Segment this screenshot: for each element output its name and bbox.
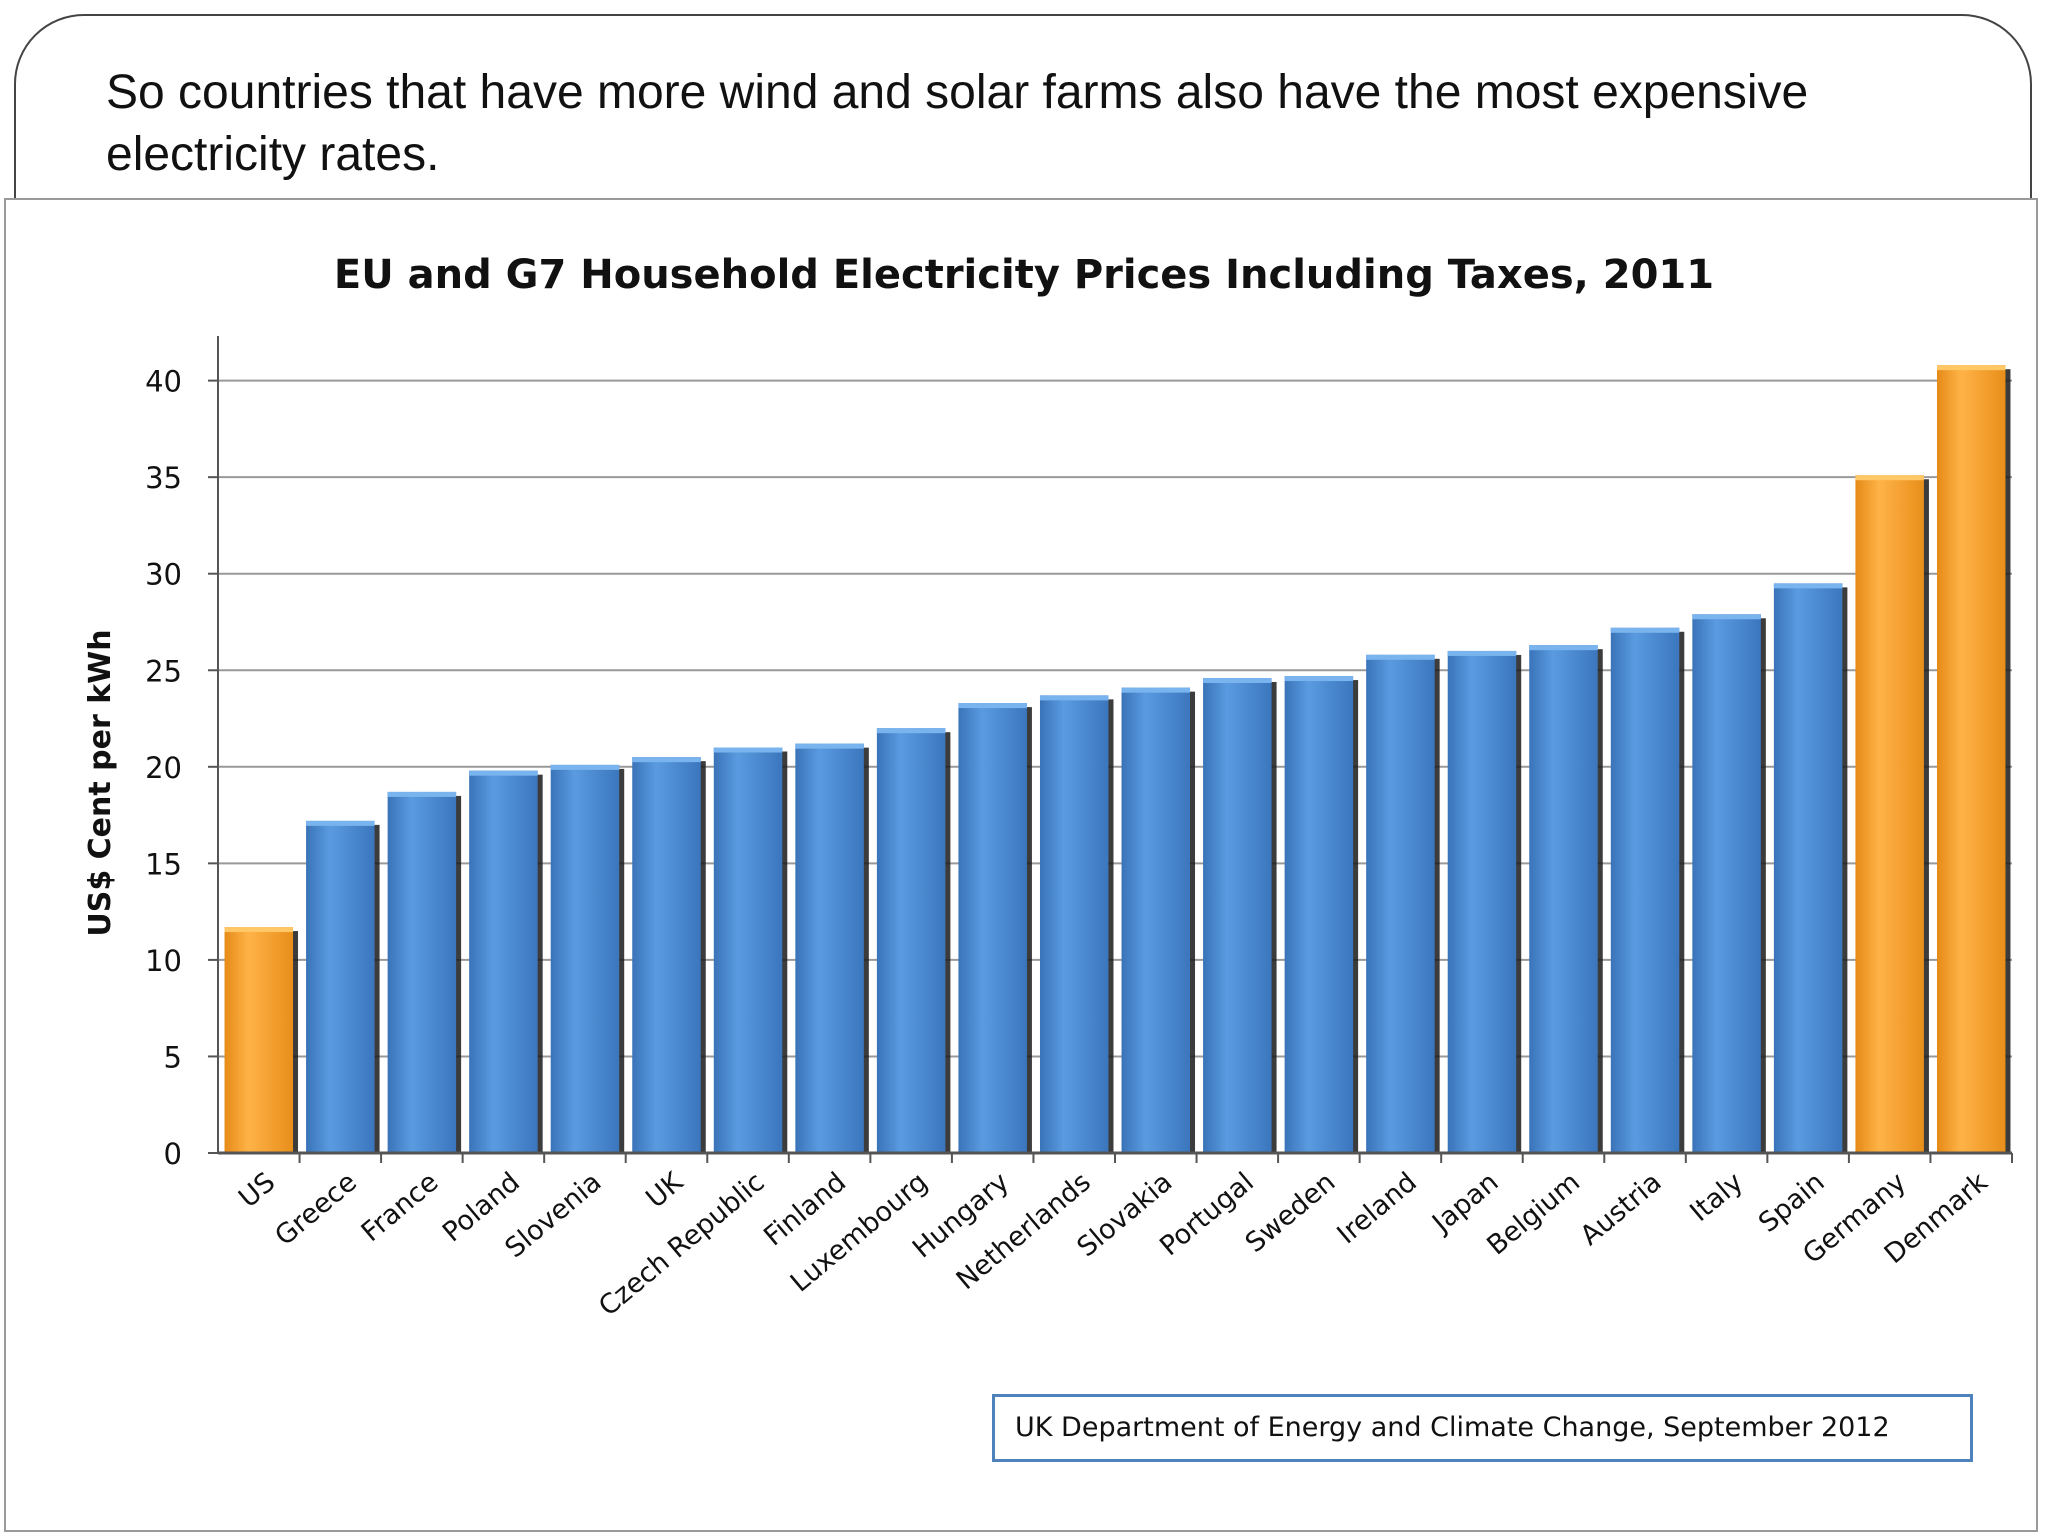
bar-cap: [1366, 654, 1435, 660]
bar-cap: [1529, 645, 1598, 651]
chart-title: EU and G7 Household Electricity Prices I…: [333, 252, 1715, 298]
bar-cap: [550, 764, 620, 770]
bar-denmark: [1936, 365, 2006, 1154]
x-tick-label: Greece: [269, 1167, 363, 1253]
bar-portugal: [1203, 677, 1272, 1153]
bar-cap: [958, 703, 1027, 709]
x-tick-label: Sweden: [1240, 1167, 1342, 1259]
source-note: UK Department of Energy and Climate Chan…: [992, 1394, 1973, 1462]
bar-us: [224, 927, 294, 1153]
bar-uk: [632, 757, 701, 1153]
bar-netherlands: [1039, 695, 1109, 1153]
bar-cap: [876, 728, 946, 734]
bar-cap: [1773, 583, 1843, 589]
y-tick-label: 0: [164, 1137, 182, 1171]
bar-cap: [1936, 365, 2006, 371]
bar-japan: [1447, 650, 1517, 1153]
bar-cap: [387, 791, 457, 797]
bar-cap: [1284, 676, 1354, 682]
y-tick-label: 15: [145, 847, 182, 881]
bar-cap: [1855, 475, 1924, 481]
bar-cap: [1203, 677, 1272, 683]
x-tick-label: Italy: [1684, 1167, 1749, 1228]
bar-cap: [632, 757, 701, 763]
bar-germany: [1855, 475, 1924, 1153]
bar-cap: [1039, 695, 1109, 701]
bar-cap: [1121, 687, 1191, 693]
bar-spain: [1773, 583, 1843, 1153]
bar-czech-republic: [713, 747, 783, 1153]
y-tick-labels: 0 5 10 15 20 25 30 35 40: [145, 365, 218, 1171]
slide-caption: So countries that have more wind and sol…: [106, 66, 1809, 181]
bar-cap: [795, 743, 864, 749]
bar-hungary: [958, 703, 1027, 1153]
bars: [224, 365, 2011, 1154]
y-tick-label: 20: [145, 751, 182, 785]
bar-luxembourg: [876, 728, 946, 1153]
bar-cap: [1447, 650, 1517, 656]
bar-cap: [306, 820, 375, 826]
bar-france: [387, 791, 457, 1153]
bar-cap: [1692, 614, 1761, 620]
y-tick-label: 30: [145, 558, 182, 592]
y-tick-label: 40: [145, 365, 182, 399]
bar-slovakia: [1121, 687, 1191, 1153]
y-axis-label: US$ Cent per kWh: [83, 629, 118, 936]
x-tick-label: UK: [640, 1166, 690, 1215]
x-tick-label: US: [233, 1167, 281, 1214]
x-tick-label: France: [356, 1167, 445, 1248]
y-tick-label: 25: [145, 654, 182, 688]
bar-poland: [469, 770, 538, 1153]
bar-slovenia: [550, 764, 620, 1153]
bar-cap: [224, 927, 294, 933]
bar-cap: [469, 770, 538, 776]
y-tick-label: 5: [164, 1040, 182, 1074]
bar-greece: [306, 820, 375, 1153]
bar-cap: [1610, 627, 1680, 633]
x-tick-label: Ireland: [1331, 1167, 1422, 1251]
x-tick-label: Belgium: [1481, 1167, 1586, 1262]
y-tick-label: 35: [145, 461, 182, 495]
bar-italy: [1692, 614, 1761, 1153]
bar-finland: [795, 743, 864, 1153]
bar-austria: [1610, 627, 1680, 1153]
x-tick-label: Austria: [1575, 1167, 1668, 1252]
bar-sweden: [1284, 676, 1354, 1153]
bar-cap: [713, 747, 783, 753]
bar-ireland: [1366, 654, 1435, 1153]
y-tick-label: 10: [145, 944, 182, 978]
bar-belgium: [1529, 645, 1598, 1153]
axes: [217, 336, 2013, 1163]
